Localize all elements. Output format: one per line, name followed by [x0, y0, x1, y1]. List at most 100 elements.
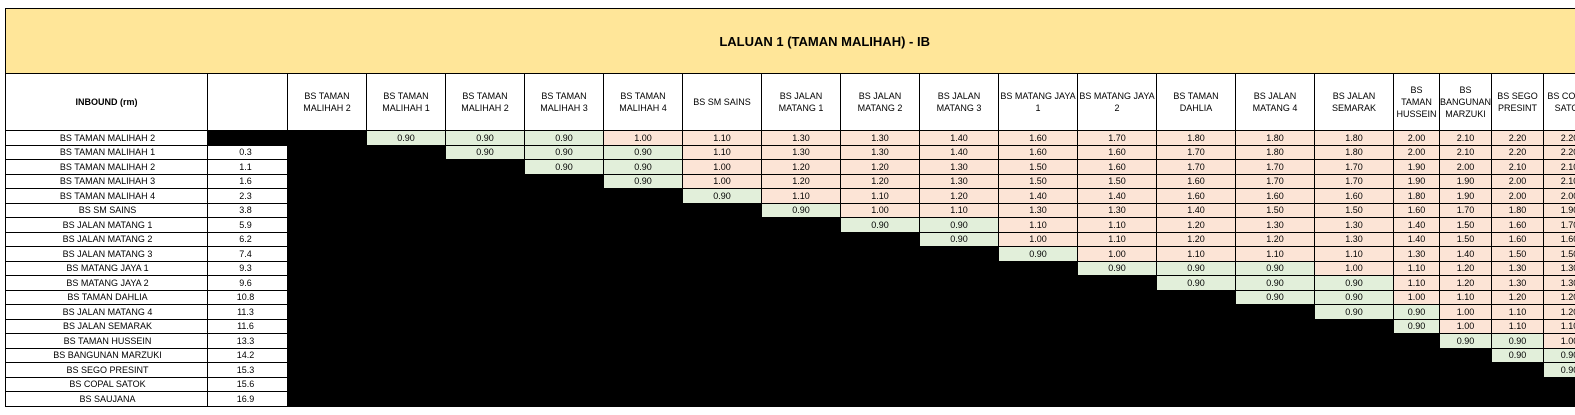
fare-cell: 0.90 — [366, 130, 446, 146]
fare-cell: 1.10 — [1077, 217, 1157, 233]
blocked-cell — [682, 376, 762, 392]
distance-cell: 1.6 — [207, 173, 288, 189]
blocked-cell — [1077, 333, 1157, 349]
blocked-cell — [682, 217, 762, 233]
blocked-cell — [682, 289, 762, 305]
blocked-cell — [1156, 362, 1236, 378]
blocked-cell — [445, 217, 525, 233]
fare-cell: 2.20 — [1543, 144, 1575, 160]
fare-cell: 2.00 — [1491, 188, 1544, 204]
blocked-cell — [366, 159, 446, 175]
row-label: BS SAUJANA — [5, 391, 208, 407]
blocked-cell — [1543, 376, 1575, 392]
blocked-cell — [366, 318, 446, 334]
fare-cell: 0.90 — [603, 173, 683, 189]
blocked-cell — [366, 231, 446, 247]
column-header: BS BANGUNAN MARZUKI — [1439, 73, 1492, 131]
blocked-cell — [682, 231, 762, 247]
blocked-cell — [603, 217, 683, 233]
blocked-cell — [761, 391, 841, 407]
blocked-cell — [366, 246, 446, 262]
column-header: BS JALAN MATANG 2 — [840, 73, 920, 131]
table-row: BS TAMAN MALIHAH 1 0.3 0.90 0.90 0.90 1.10 1.3… — [5, 144, 1575, 160]
table-row: BS JALAN MATANG 2 6.2 0.90 1.00 1.10 1.20 1.20… — [5, 231, 1575, 247]
blocked-cell — [1393, 391, 1440, 407]
blocked-cell — [287, 333, 367, 349]
blocked-cell — [1077, 304, 1157, 320]
fare-cell: 1.80 — [1235, 130, 1315, 146]
fare-cell: 1.30 — [1543, 275, 1575, 291]
fare-cell: 1.30 — [1314, 231, 1394, 247]
blocked-cell — [1393, 333, 1440, 349]
column-header: BS TAMAN MALIHAH 2 — [445, 73, 525, 131]
fare-cell: 1.10 — [998, 217, 1078, 233]
fare-cell: 1.00 — [1543, 333, 1575, 349]
column-header: BS COPAL SATOK — [1543, 73, 1575, 131]
fare-cell: 1.10 — [1393, 260, 1440, 276]
fare-cell: 2.00 — [1393, 144, 1440, 160]
fare-cell: 1.30 — [1491, 260, 1544, 276]
blocked-cell — [1235, 333, 1315, 349]
blocked-cell — [287, 173, 367, 189]
distance-cell: 0.3 — [207, 144, 288, 160]
fare-cell: 1.20 — [840, 159, 920, 175]
blocked-cell — [919, 260, 999, 276]
blocked-cell — [761, 260, 841, 276]
blocked-cell — [998, 275, 1078, 291]
blocked-cell — [366, 188, 446, 204]
blocked-cell — [524, 202, 604, 218]
distance-cell: 11.3 — [207, 304, 288, 320]
fare-cell: 1.00 — [603, 130, 683, 146]
blocked-cell — [1393, 347, 1440, 363]
fare-cell: 1.60 — [1393, 202, 1440, 218]
blocked-cell — [1439, 391, 1492, 407]
fare-cell: 1.90 — [1439, 188, 1492, 204]
blocked-cell — [1235, 347, 1315, 363]
blocked-cell — [1077, 318, 1157, 334]
blocked-cell — [445, 391, 525, 407]
fare-cell: 1.80 — [1393, 188, 1440, 204]
blocked-cell — [682, 391, 762, 407]
blocked-cell — [603, 188, 683, 204]
table-row: BS TAMAN MALIHAH 2 1.1 0.90 0.90 1.00 1.20 1.2… — [5, 159, 1575, 175]
blocked-cell — [524, 333, 604, 349]
blocked-cell — [524, 304, 604, 320]
blocked-cell — [524, 391, 604, 407]
fare-cell: 1.70 — [1156, 144, 1236, 160]
blocked-cell — [1156, 304, 1236, 320]
blocked-cell — [1314, 391, 1394, 407]
blocked-cell — [919, 333, 999, 349]
fare-cell: 1.80 — [1314, 144, 1394, 160]
fare-cell: 1.10 — [1077, 231, 1157, 247]
fare-cell: 1.40 — [1077, 188, 1157, 204]
blocked-cell — [761, 289, 841, 305]
blocked-cell — [1156, 333, 1236, 349]
column-header: BS TAMAN MALIHAH 4 — [603, 73, 683, 131]
blocked-cell — [366, 173, 446, 189]
fare-cell: 0.90 — [1235, 275, 1315, 291]
fare-cell: 1.70 — [1235, 159, 1315, 175]
fare-cell: 1.00 — [1077, 246, 1157, 262]
fare-cell: 1.60 — [998, 130, 1078, 146]
row-label: BS JALAN MATANG 3 — [5, 246, 208, 262]
blocked-cell — [998, 333, 1078, 349]
distance-cell: 7.4 — [207, 246, 288, 262]
blocked-cell — [998, 318, 1078, 334]
fare-cell: 1.60 — [1491, 231, 1544, 247]
blocked-cell — [603, 275, 683, 291]
fare-cell: 0.90 — [524, 144, 604, 160]
blocked-cell — [445, 304, 525, 320]
fare-cell: 1.80 — [1156, 130, 1236, 146]
distance-cell: 16.9 — [207, 391, 288, 407]
blocked-cell — [445, 376, 525, 392]
fare-cell: 1.70 — [1439, 202, 1492, 218]
column-header: BS SEGO PRESINT — [1491, 73, 1544, 131]
sheet-title: LALUAN 1 (TAMAN MALIHAH) - IB — [4, 8, 1575, 74]
blocked-cell — [366, 144, 446, 160]
title-row: LALUAN 1 (TAMAN MALIHAH) - IB — [4, 8, 1575, 74]
blocked-cell — [524, 376, 604, 392]
blocked-cell — [840, 376, 920, 392]
blocked-cell — [1439, 376, 1492, 392]
fare-cell: 1.20 — [1156, 217, 1236, 233]
table-row: BS MATANG JAYA 1 9.3 0.90 0.90 0.90 1.00 1.10 1… — [5, 260, 1575, 276]
